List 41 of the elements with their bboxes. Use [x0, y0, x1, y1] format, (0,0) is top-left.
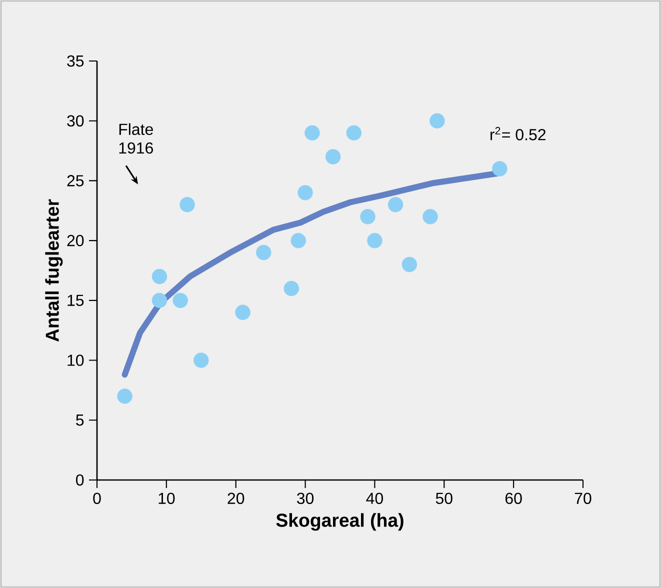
point — [304, 125, 320, 140]
point — [388, 197, 404, 212]
point — [172, 292, 188, 308]
point — [152, 268, 168, 284]
point — [367, 232, 382, 248]
point — [152, 292, 168, 308]
point — [360, 209, 376, 224]
y-axis-title: Antall fuglearter — [45, 199, 63, 342]
y-tick-label: 0 — [76, 474, 84, 486]
y-tick-label: 30 — [67, 115, 84, 127]
annotation: r$^{2}$= 0.52 — [490, 126, 546, 140]
y-tick-label: 5 — [76, 414, 84, 426]
x-tick-label: 70 — [574, 492, 592, 504]
point — [325, 149, 341, 164]
point — [290, 232, 306, 248]
x-tick-label: 50 — [436, 492, 452, 504]
point — [402, 256, 418, 272]
point — [422, 209, 438, 224]
point — [284, 280, 299, 296]
point — [180, 197, 195, 212]
point — [298, 185, 313, 200]
x-tick-label: 40 — [366, 492, 383, 504]
y-tick-label: 15 — [68, 294, 84, 306]
point — [430, 113, 445, 128]
x-tick-label: 30 — [296, 492, 314, 504]
x-tick-label: 60 — [505, 492, 522, 504]
point — [194, 352, 209, 368]
point — [117, 388, 132, 404]
y-tick-label: 10 — [68, 354, 84, 366]
annotation: Flate 1916 — [119, 123, 153, 154]
x-axis-title: Skogareal (ha) — [276, 513, 404, 531]
point — [256, 244, 272, 260]
x-tick-label: 10 — [158, 492, 175, 504]
x-tick-label: 20 — [228, 492, 244, 504]
point — [235, 304, 250, 320]
point — [346, 125, 362, 140]
y-tick-label: 20 — [67, 234, 84, 246]
x-tick-label: 0 — [93, 492, 101, 504]
y-tick-label: 35 — [67, 55, 84, 67]
y-tick-label: 25 — [67, 175, 84, 186]
point — [492, 161, 508, 176]
